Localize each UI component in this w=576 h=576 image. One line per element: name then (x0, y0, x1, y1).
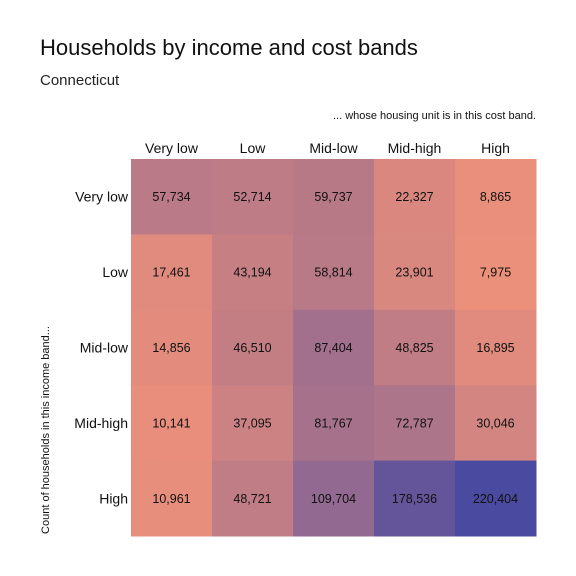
row-header: Mid-low (80, 340, 129, 356)
cell-value-label: 7,975 (480, 266, 511, 280)
heatmap-cell (293, 159, 375, 235)
cell-value-label: 8,865 (480, 190, 511, 204)
cell-value-label: 59,737 (314, 190, 352, 204)
column-header: Mid-high (388, 140, 442, 156)
heatmap-cell (131, 385, 213, 462)
heatmap-cell (212, 159, 294, 235)
cell-value-label: 48,721 (233, 492, 271, 506)
cell-value-label: 37,095 (233, 416, 271, 430)
heatmap-cell (455, 460, 537, 537)
heatmap-cell (455, 385, 537, 462)
row-header: High (99, 490, 128, 506)
column-axis-caption: ... whose housing unit is in this cost b… (332, 110, 536, 122)
heatmap-cell (374, 309, 456, 386)
cell-value-label: 57,734 (152, 190, 190, 204)
row-header: Low (102, 264, 129, 280)
cell-value-label: 81,767 (314, 416, 352, 430)
chart-subtitle: Connecticut (40, 72, 120, 89)
cell-value-label: 109,704 (311, 492, 356, 506)
heatmap-cell (455, 159, 537, 235)
cell-value-label: 22,327 (395, 190, 433, 204)
row-header: Mid-high (74, 415, 128, 431)
row-header: Very low (75, 189, 129, 205)
heatmap-cell (374, 234, 456, 311)
heatmap-cell (374, 460, 456, 537)
heatmap-cell (212, 385, 294, 462)
heatmap-cell (131, 159, 213, 235)
cell-value-label: 14,856 (152, 341, 190, 355)
heatmap-cell (293, 460, 375, 537)
heatmap-cell (212, 234, 294, 311)
heatmap-cell (131, 234, 213, 311)
cell-value-label: 48,825 (395, 341, 433, 355)
heatmap-cell (212, 309, 294, 386)
heatmap-cell (293, 234, 375, 311)
cell-value-label: 17,461 (152, 266, 190, 280)
heatmap-cell (212, 460, 294, 537)
heatmap-cell (374, 385, 456, 462)
heatmap-cell (293, 385, 375, 462)
cell-value-label: 52,714 (233, 190, 271, 204)
heatmap-cell (131, 460, 213, 537)
column-header: High (481, 140, 510, 156)
column-header: Low (240, 140, 267, 156)
cell-value-label: 87,404 (314, 341, 352, 355)
cell-value-label: 30,046 (476, 416, 514, 430)
heatmap-cell (455, 234, 537, 311)
cell-value-label: 10,961 (152, 492, 190, 506)
heatmap-cell (131, 309, 213, 386)
heatmap-cell (455, 309, 537, 386)
cell-value-label: 220,404 (473, 492, 518, 506)
cell-value-label: 46,510 (233, 341, 271, 355)
cell-value-label: 178,536 (392, 492, 437, 506)
cell-value-label: 58,814 (314, 266, 352, 280)
column-header: Very low (145, 140, 199, 156)
cell-value-label: 16,895 (476, 341, 514, 355)
chart-title: Households by income and cost bands (40, 35, 418, 60)
column-header: Mid-low (309, 140, 358, 156)
cell-value-label: 10,141 (152, 416, 190, 430)
cell-value-label: 43,194 (233, 266, 271, 280)
heatmap-cell (374, 159, 456, 235)
heatmap-cell (293, 309, 375, 386)
cell-value-label: 72,787 (395, 416, 433, 430)
cell-value-label: 23,901 (395, 266, 433, 280)
